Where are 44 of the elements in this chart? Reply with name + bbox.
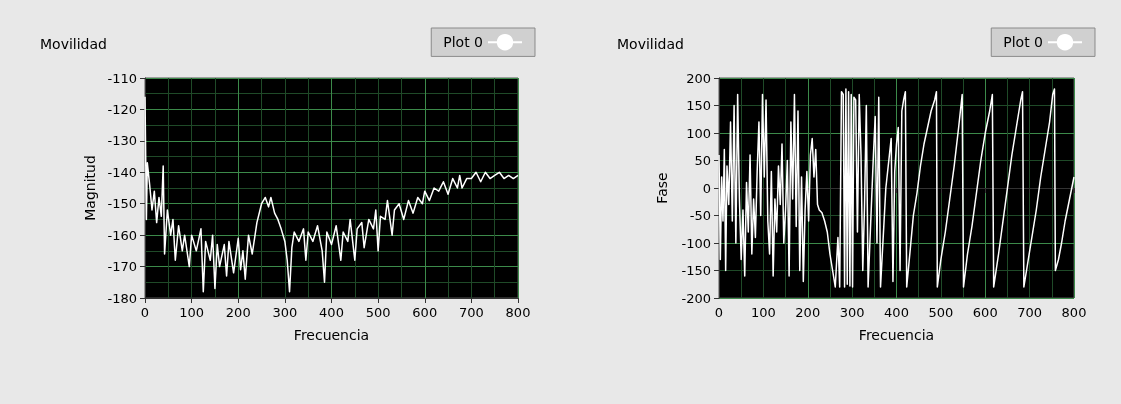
y-tick-label: -140 [107,164,137,180]
x-tick-label: 100 [179,305,205,320]
x-tick-label: 600 [972,305,998,320]
y-tick-label: -150 [681,263,711,278]
line-series [144,96,519,293]
y-tick-label: 200 [686,70,711,86]
x-tick-label: 0 [714,305,724,320]
x-tick-label: 0 [140,305,150,320]
x-tick-label: 500 [365,305,391,320]
y-tick-label: 150 [686,98,711,113]
y-tick-label: 100 [686,125,711,141]
y-tick-label: -110 [107,70,137,86]
y-tick-label: -50 [689,208,711,223]
y-tick-label: -100 [681,235,711,251]
y-tick-label: -200 [681,290,711,306]
y-axis-title: Magnitud [81,155,98,221]
x-tick-label: 800 [1061,305,1087,320]
y-axis-title: Fase [654,172,670,204]
y-tick-label: -180 [107,290,137,306]
y-tick-label: -170 [107,259,137,275]
x-tick-label: 400 [319,305,344,320]
y-tick-label: -120 [107,101,137,117]
legend-label: Plot 0 [1003,34,1043,51]
x-tick-label: 300 [839,305,865,320]
x-tick-label: 200 [225,305,251,320]
y-tick-label: 50 [694,153,711,168]
x-tick-label: 600 [412,305,438,320]
chart-title: Movilidad [617,36,684,52]
x-axis-title: Frecuencia [858,327,935,343]
x-tick-label: 300 [272,305,298,320]
legend-label: Plot 0 [443,34,483,51]
x-tick-label: 700 [1017,305,1043,320]
x-tick-label: 100 [750,305,776,320]
y-tick-label: -150 [107,196,137,212]
x-axis-title: Frecuencia [293,327,370,343]
x-tick-label: 500 [928,305,954,320]
chart-title: Movilidad [40,36,107,52]
y-tick-label: -160 [107,227,137,243]
x-tick-label: 700 [458,305,484,320]
x-tick-label: 200 [795,305,821,320]
y-tick-label: -130 [107,133,137,149]
y-tick-label: 0 [702,180,711,196]
x-tick-label: 400 [884,305,909,320]
x-tick-label: 800 [505,305,531,320]
